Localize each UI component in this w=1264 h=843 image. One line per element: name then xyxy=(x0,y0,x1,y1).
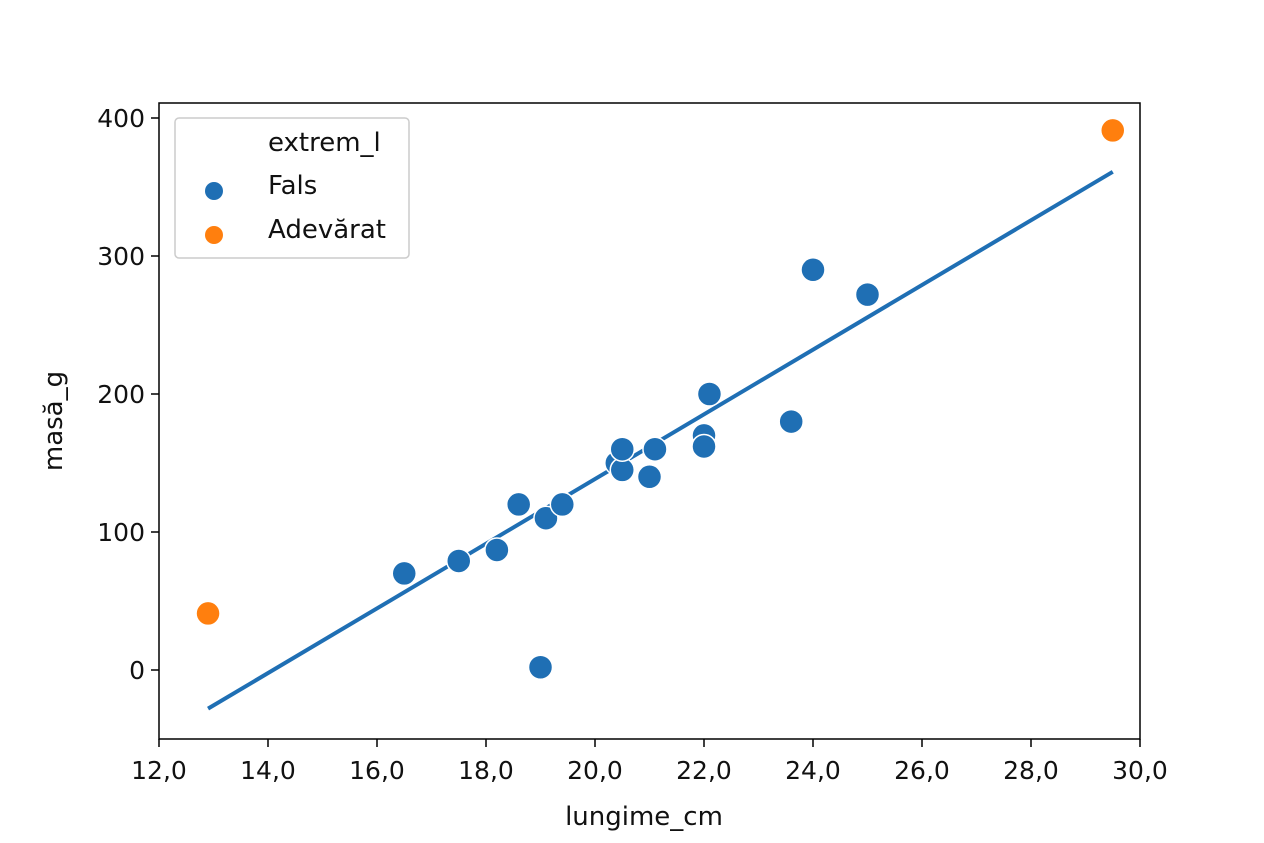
legend-marker-adevarat xyxy=(205,226,223,244)
y-tick-label: 400 xyxy=(97,104,145,133)
data-point-fals xyxy=(609,436,635,462)
data-point-fals xyxy=(636,464,663,490)
x-tick-label: 18,0 xyxy=(458,756,514,785)
data-point-fals xyxy=(854,281,881,308)
x-axis-ticks: 12,0 14,0 16,0 18,0 20,0 22,0 24,0 26,0 28,0 30,0 xyxy=(131,739,1168,785)
legend-title: extrem_l xyxy=(268,128,381,158)
data-point-fals xyxy=(391,560,417,587)
data-point-fals xyxy=(446,548,472,574)
y-tick-label: 0 xyxy=(129,656,145,685)
x-axis-label: lungime_cm xyxy=(565,802,723,832)
x-tick-label: 28,0 xyxy=(1003,756,1059,785)
x-tick-label: 22,0 xyxy=(676,756,732,785)
data-point-fals xyxy=(549,491,576,518)
data-point-fals xyxy=(778,408,804,435)
data-point-fals xyxy=(642,436,668,462)
legend-label-adevarat: Adevărat xyxy=(268,215,386,245)
x-tick-label: 26,0 xyxy=(894,756,950,785)
data-point-adev-rat xyxy=(1100,117,1126,144)
legend: extrem_l Fals Adevărat xyxy=(174,117,410,259)
x-tick-label: 24,0 xyxy=(785,756,841,785)
x-tick-label: 16,0 xyxy=(349,756,405,785)
x-tick-label: 30,0 xyxy=(1112,756,1168,785)
y-axis-ticks: 0 100 200 300 400 xyxy=(97,104,159,685)
data-point-fals xyxy=(505,491,532,518)
data-point-fals xyxy=(800,257,826,283)
x-tick-label: 20,0 xyxy=(567,756,623,785)
data-point-fals xyxy=(696,381,723,407)
legend-box xyxy=(174,117,410,259)
x-tick-label: 14,0 xyxy=(240,756,296,785)
data-point-adev-rat xyxy=(195,600,221,627)
x-tick-label: 12,0 xyxy=(131,756,187,785)
legend-marker-fals xyxy=(205,182,223,200)
legend-label-fals: Fals xyxy=(268,171,317,201)
data-point-fals xyxy=(691,433,717,460)
y-axis-label: masă_g xyxy=(39,371,69,471)
data-points xyxy=(195,117,1126,680)
data-point-fals xyxy=(484,537,510,563)
y-tick-label: 100 xyxy=(97,518,145,547)
data-point-fals xyxy=(527,654,554,680)
data-point-fals xyxy=(533,505,559,531)
y-tick-label: 200 xyxy=(97,380,145,409)
plot-frame xyxy=(158,102,1141,740)
y-tick-label: 300 xyxy=(97,242,145,271)
